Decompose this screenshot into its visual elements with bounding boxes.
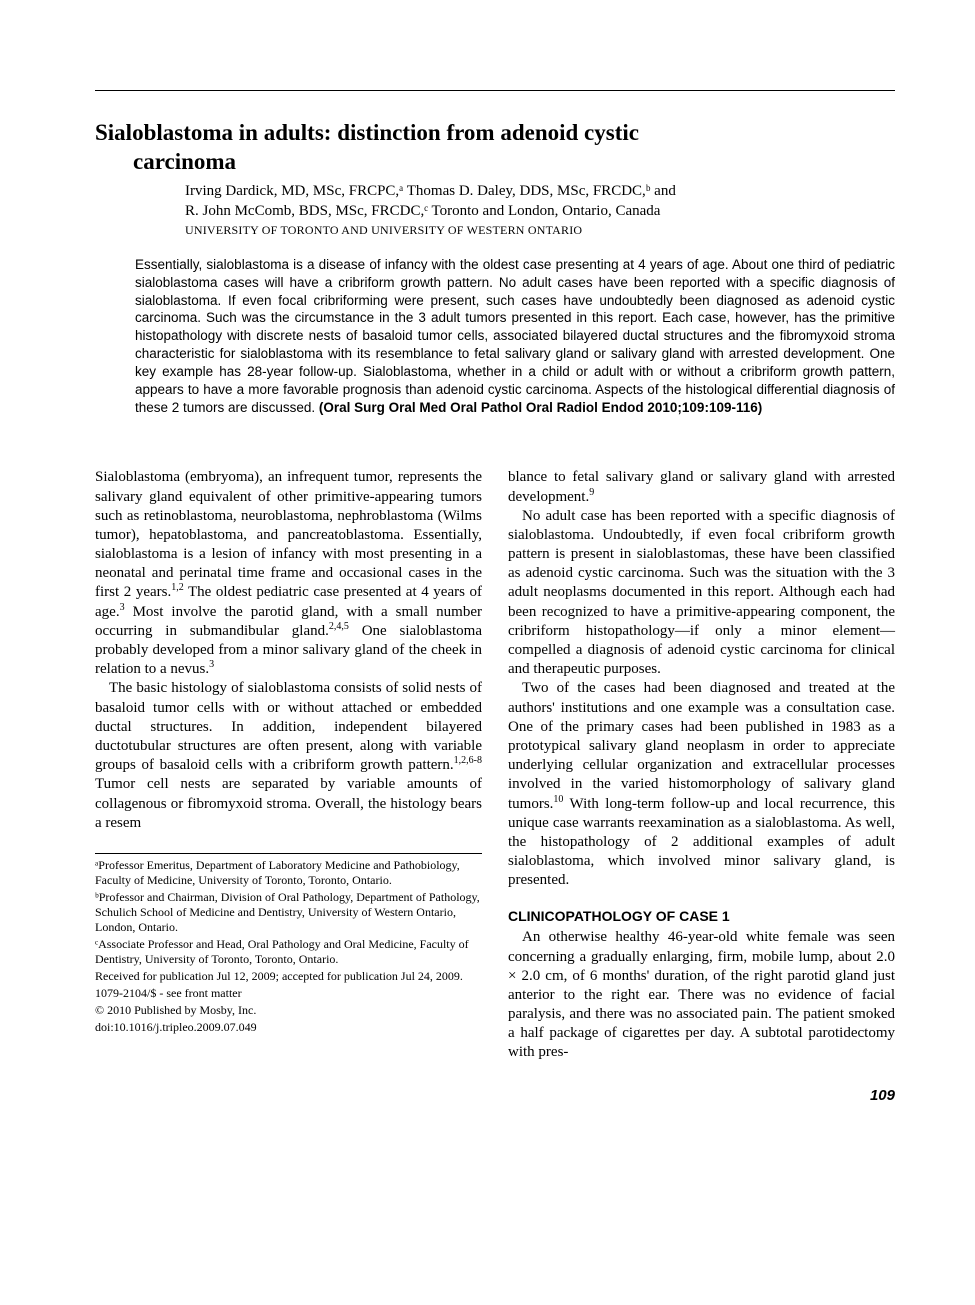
abstract-text: Essentially, sialoblastoma is a disease … bbox=[135, 257, 895, 415]
page-number: 109 bbox=[95, 1087, 895, 1104]
ref-3b: 3 bbox=[209, 659, 214, 670]
footnote-a: ᵃProfessor Emeritus, Department of Labor… bbox=[95, 858, 482, 888]
paragraph-2a: The basic histology of sialoblastoma con… bbox=[95, 679, 482, 833]
body-columns: Sialoblastoma (embryoma), an infrequent … bbox=[95, 468, 895, 1062]
affiliation-line: UNIVERSITY OF TORONTO AND UNIVERSITY OF … bbox=[95, 223, 895, 238]
ref-9: 9 bbox=[589, 487, 594, 498]
abstract-citation: (Oral Surg Oral Med Oral Pathol Oral Rad… bbox=[319, 400, 762, 415]
title-line-2: carcinoma bbox=[95, 149, 236, 174]
article-title: Sialoblastoma in adults: distinction fro… bbox=[95, 119, 895, 177]
author-block: Irving Dardick, MD, MSc, FRCPC,ᵃ Thomas … bbox=[95, 181, 895, 222]
authors-line-1: Irving Dardick, MD, MSc, FRCPC,ᵃ Thomas … bbox=[185, 181, 895, 201]
p1-text-a: Sialoblastoma (embryoma), an infrequent … bbox=[95, 469, 482, 600]
title-line-1: Sialoblastoma in adults: distinction fro… bbox=[95, 120, 639, 145]
footnote-received: Received for publication Jul 12, 2009; a… bbox=[95, 969, 482, 984]
top-rule bbox=[95, 90, 895, 91]
paragraph-3: No adult case has been reported with a s… bbox=[508, 507, 895, 680]
authors-line-2: R. John McComb, BDS, MSc, FRCDC,ᶜ Toront… bbox=[185, 201, 895, 221]
p4-text-a: Two of the cases had been diagnosed and … bbox=[508, 680, 895, 811]
p2-text-c: blance to fetal salivary gland or saliva… bbox=[508, 469, 895, 504]
footnote-doi: doi:10.1016/j.tripleo.2009.07.049 bbox=[95, 1020, 482, 1035]
ref-1-2: 1,2 bbox=[171, 582, 184, 593]
footnote-b: ᵇProfessor and Chairman, Division of Ora… bbox=[95, 890, 482, 935]
case-1-block: CLINICOPATHOLOGY OF CASE 1 An otherwise … bbox=[508, 908, 895, 1062]
ref-2-4-5: 2,4,5 bbox=[329, 621, 349, 632]
ref-1-2-6-8: 1,2,6-8 bbox=[454, 755, 482, 766]
footnote-issn: 1079-2104/$ - see front matter bbox=[95, 986, 482, 1001]
p4-text-b: With long-term follow-up and local recur… bbox=[508, 796, 895, 889]
p2-text-a: The basic histology of sialoblastoma con… bbox=[95, 680, 482, 773]
abstract: Essentially, sialoblastoma is a disease … bbox=[95, 256, 895, 416]
footnote-copyright: © 2010 Published by Mosby, Inc. bbox=[95, 1003, 482, 1018]
paragraph-4: Two of the cases had been diagnosed and … bbox=[508, 679, 895, 890]
paragraph-2b: blance to fetal salivary gland or saliva… bbox=[508, 468, 895, 506]
paragraph-1: Sialoblastoma (embryoma), an infrequent … bbox=[95, 468, 482, 679]
footnote-c: ᶜAssociate Professor and Head, Oral Path… bbox=[95, 937, 482, 967]
paragraph-5: An otherwise healthy 46-year-old white f… bbox=[508, 928, 895, 1062]
ref-10: 10 bbox=[553, 794, 563, 805]
p2-text-b: Tumor cell nests are separated by variab… bbox=[95, 776, 482, 830]
section-heading-case-1: CLINICOPATHOLOGY OF CASE 1 bbox=[508, 908, 895, 926]
footnotes-block: ᵃProfessor Emeritus, Department of Labor… bbox=[95, 853, 482, 1035]
